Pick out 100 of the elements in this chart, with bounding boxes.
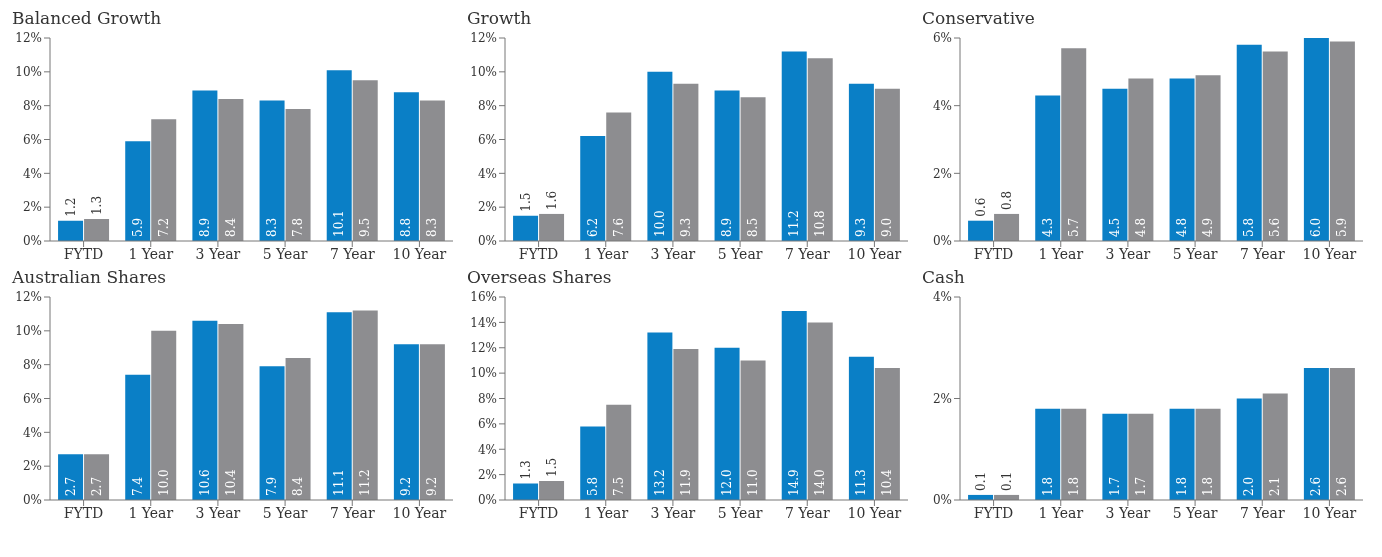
data-label: 7.8 xyxy=(291,217,306,237)
bar xyxy=(580,136,606,241)
bar xyxy=(1303,38,1329,241)
data-label: 9.0 xyxy=(880,217,895,237)
bar xyxy=(1169,78,1195,241)
y-tick-label: 12% xyxy=(470,31,497,46)
y-tick-label: 12% xyxy=(15,290,42,305)
data-label: 10.0 xyxy=(652,210,667,237)
data-label: 2.6 xyxy=(1309,476,1324,496)
x-tick-label: 10 Year xyxy=(847,245,902,262)
data-label: 1.3 xyxy=(89,195,104,216)
x-tick-label: 3 Year xyxy=(1105,245,1151,262)
bar xyxy=(848,356,874,500)
x-tick-label: 1 Year xyxy=(583,245,629,262)
bar xyxy=(259,366,285,500)
bar xyxy=(1262,51,1288,241)
x-tick-label: FYTD xyxy=(973,504,1014,521)
data-label: 8.4 xyxy=(223,217,238,237)
bar xyxy=(259,100,285,241)
bar xyxy=(326,312,352,500)
x-tick-label: 7 Year xyxy=(784,245,830,262)
data-label: 14.0 xyxy=(813,469,828,496)
data-label: 5.7 xyxy=(1066,217,1081,237)
data-label: 13.2 xyxy=(652,469,667,496)
y-tick-label: 4% xyxy=(477,166,497,181)
data-label: 2.1 xyxy=(1268,476,1283,496)
data-label: 9.3 xyxy=(854,217,869,237)
data-label: 1.5 xyxy=(518,192,533,212)
data-label: 11.2 xyxy=(358,469,373,496)
y-tick-label: 14% xyxy=(470,315,497,330)
data-label: 4.3 xyxy=(1040,217,1055,237)
data-label: 12.0 xyxy=(720,469,735,496)
data-label: 0.1 xyxy=(973,471,988,491)
data-label: 1.3 xyxy=(518,460,533,480)
chart-title: Conservative xyxy=(922,8,1035,28)
chart-title: Australian Shares xyxy=(12,267,167,287)
data-label: 1.8 xyxy=(1040,476,1055,496)
data-label: 6.2 xyxy=(585,217,600,237)
data-label: 9.3 xyxy=(678,217,693,237)
chart-title: Growth xyxy=(467,8,532,28)
y-tick-label: 8% xyxy=(477,98,497,113)
y-tick-label: 12% xyxy=(470,341,497,356)
x-tick-label: 3 Year xyxy=(195,245,241,262)
y-tick-label: 10% xyxy=(15,65,42,80)
data-label: 7.4 xyxy=(130,476,145,496)
y-tick-label: 4% xyxy=(22,166,42,181)
y-tick-label: 8% xyxy=(22,98,42,113)
data-label: 1.8 xyxy=(1201,476,1216,496)
bar xyxy=(1303,368,1329,500)
bar xyxy=(84,454,110,500)
bar xyxy=(1195,408,1221,500)
x-tick-label: 1 Year xyxy=(128,504,174,521)
x-tick-label: 3 Year xyxy=(195,504,241,521)
data-label: 11.3 xyxy=(854,469,869,496)
y-tick-label: 6% xyxy=(932,31,952,46)
data-label: 8.4 xyxy=(291,476,306,496)
bar xyxy=(1169,408,1195,500)
x-tick-label: 10 Year xyxy=(1302,504,1357,521)
bar xyxy=(740,360,766,500)
data-label: 1.7 xyxy=(1133,476,1148,496)
x-tick-label: FYTD xyxy=(63,245,104,262)
x-tick-label: FYTD xyxy=(973,245,1014,262)
bar xyxy=(994,213,1020,241)
data-label: 7.5 xyxy=(611,476,626,496)
x-tick-label: FYTD xyxy=(63,504,104,521)
data-label: 9.2 xyxy=(425,476,440,496)
data-label: 7.9 xyxy=(265,476,280,496)
bar xyxy=(606,112,632,241)
y-tick-label: 10% xyxy=(470,65,497,80)
y-tick-label: 6% xyxy=(477,132,497,147)
bar xyxy=(1102,413,1128,500)
bar xyxy=(1128,413,1154,500)
y-tick-label: 6% xyxy=(22,132,42,147)
bar xyxy=(606,404,632,500)
y-tick-label: 10% xyxy=(470,366,497,381)
x-tick-label: 7 Year xyxy=(1239,245,1285,262)
y-tick-label: 2% xyxy=(22,200,42,215)
y-tick-label: 0% xyxy=(932,234,952,249)
x-tick-label: 5 Year xyxy=(717,245,763,262)
bar xyxy=(326,70,352,241)
bar xyxy=(807,58,833,241)
bar xyxy=(1236,44,1262,241)
x-tick-label: FYTD xyxy=(518,504,559,521)
x-tick-label: 1 Year xyxy=(1038,245,1084,262)
bar xyxy=(513,215,539,241)
y-tick-label: 10% xyxy=(15,324,42,339)
y-tick-label: 8% xyxy=(477,391,497,406)
bar xyxy=(874,88,900,241)
bar xyxy=(393,92,419,241)
x-tick-label: 10 Year xyxy=(392,504,447,521)
bar xyxy=(539,480,565,500)
bar xyxy=(647,332,673,500)
data-label: 10.4 xyxy=(880,468,895,496)
data-label: 1.8 xyxy=(1175,476,1190,496)
bar xyxy=(968,220,994,241)
data-label: 2.6 xyxy=(1335,476,1350,496)
x-tick-label: 5 Year xyxy=(1172,504,1218,521)
x-tick-label: 7 Year xyxy=(784,504,830,521)
bar xyxy=(151,119,177,241)
x-tick-label: 7 Year xyxy=(329,504,375,521)
